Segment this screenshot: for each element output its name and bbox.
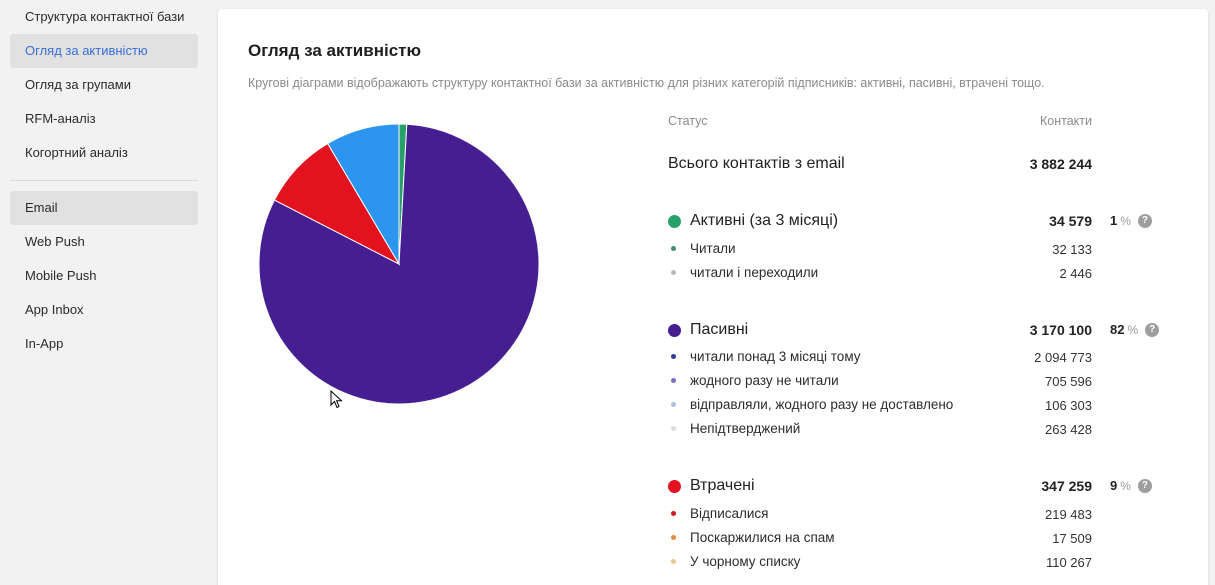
percent-value-active: 1 [1110,213,1118,228]
sub-value-blacklist: 110 267 [1045,555,1092,570]
percent-sign: % [1120,213,1131,228]
list-item: Непідтверджений [668,421,800,436]
sidebar-item-app-inbox[interactable]: App Inbox [25,302,84,317]
list-item: У чорному списку [668,554,800,569]
activity-pie-chart[interactable] [254,119,544,409]
sidebar-item-cohort-analysis[interactable]: Когортний аналіз [25,145,128,160]
column-header-status: Статус [668,114,708,128]
group-percent-lost: 9%? [1110,478,1152,493]
sub-value-never-delivered: 106 303 [1045,398,1092,413]
list-item: Відписалися [668,506,768,521]
sub-value-never-read: 705 596 [1045,374,1092,389]
sidebar-item-rfm-analysis[interactable]: RFM-аналіз [25,111,96,126]
page-title: Огляд за активністю [248,41,421,60]
sidebar-item-in-app[interactable]: In-App [25,336,64,351]
sub-value-read-clicked: 2 446 [1059,266,1092,281]
sub-label-spam: Поскаржилися на спам [690,530,835,545]
bullet-icon [671,402,676,407]
percent-value-passive: 82 [1110,322,1125,337]
sidebar-divider [10,180,198,181]
sub-value-unconfirmed: 263 428 [1045,422,1092,437]
bullet-icon [671,378,676,383]
bullet-icon [671,426,676,431]
group-percent-passive: 82%? [1110,322,1160,337]
bullet-icon [671,559,676,564]
sub-value-read-over-3m: 2 094 773 [1034,350,1092,365]
bullet-icon [671,354,676,359]
group-label-passive: Пасивні [668,321,748,339]
legend-dot-lost [668,479,681,493]
list-item: відправляли, жодного разу не доставлено [668,397,953,412]
list-item: Поскаржилися на спам [668,530,835,545]
total-value: 3 882 244 [1029,156,1092,172]
sub-label-never-read: жодного разу не читали [690,373,839,388]
sub-label-unsubscribed: Відписалися [690,506,769,521]
sidebar-item-groups-overview[interactable]: Огляд за групами [25,77,131,92]
group-name-lost: Втрачені [690,477,755,494]
list-item: читали понад 3 місяці тому [668,349,861,364]
percent-sign: % [1120,478,1131,493]
list-item: жодного разу не читали [668,373,839,388]
sidebar-item-web-push[interactable]: Web Push [25,234,85,249]
column-header-contacts: Контакти [1040,114,1092,128]
sidebar: Структура контактної бази Огляд за актив… [0,0,210,585]
sub-value-unsubscribed: 219 483 [1045,507,1092,522]
total-label: Всього контактів з email [668,155,845,172]
group-value-passive: 3 170 100 [1029,322,1092,338]
sub-label-read-clicked: читали і переходили [690,265,819,280]
help-icon[interactable]: ? [1137,478,1152,493]
mouse-cursor-icon [330,390,343,409]
percent-value-lost: 9 [1110,478,1118,493]
help-icon[interactable]: ? [1145,322,1160,337]
legend-dot-passive [668,323,681,337]
list-item: читали і переходили [668,265,818,280]
percent-sign: % [1127,322,1139,337]
page-description: Кругові діаграми відображають структуру … [248,76,1045,90]
activity-card: Огляд за активністю Кругові діаграми від… [218,9,1208,585]
sidebar-item-contact-base-structure[interactable]: Структура контактної бази [25,9,185,24]
group-percent-active: 1%? [1110,213,1152,228]
sub-label-never-delivered: відправляли, жодного разу не доставлено [690,397,954,412]
sub-label-unconfirmed: Непідтверджений [690,421,801,436]
sidebar-item-email[interactable]: Email [10,191,198,225]
group-name-active: Активні (за 3 місяці) [690,212,839,229]
sub-label-read-over-3m: читали понад 3 місяці тому [690,349,861,364]
sub-label-read: Читали [690,241,736,256]
sub-label-blacklist: У чорному списку [690,554,801,569]
activity-table: Статус Контакти Всього контактів з email… [668,9,1188,585]
bullet-icon [671,270,676,275]
group-label-active: Активні (за 3 місяці) [668,212,838,230]
help-icon[interactable]: ? [1137,213,1152,228]
sidebar-item-mobile-push[interactable]: Mobile Push [25,268,97,283]
bullet-icon [671,511,676,516]
bullet-icon [671,246,676,251]
group-label-lost: Втрачені [668,477,755,495]
group-value-lost: 347 259 [1041,478,1092,494]
group-name-passive: Пасивні [690,321,749,338]
bullet-icon [671,535,676,540]
sub-value-read: 32 133 [1052,242,1092,257]
sub-value-spam: 17 509 [1052,531,1092,546]
list-item: Читали [668,241,736,256]
pie-slice-other[interactable] [326,123,400,266]
sidebar-item-activity-overview[interactable]: Огляд за активністю [10,34,198,68]
group-value-active: 34 579 [1049,213,1092,229]
legend-dot-active [668,214,681,228]
